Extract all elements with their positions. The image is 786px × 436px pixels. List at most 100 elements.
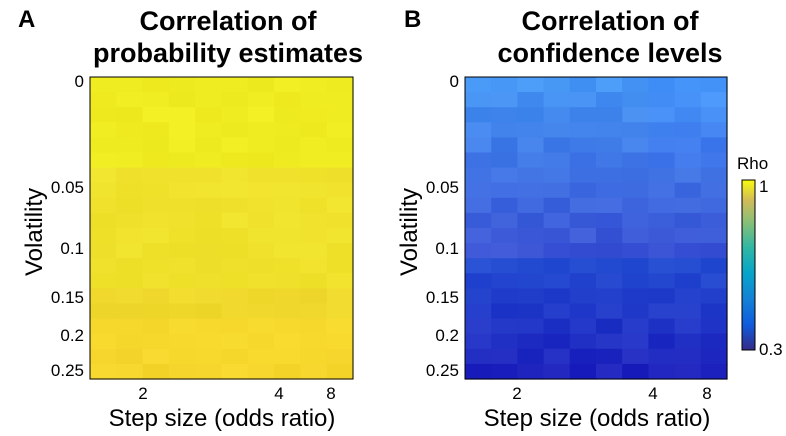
heatmap-cell [465,197,492,214]
colorbar-max-label: 1 [759,177,768,196]
heatmap-cell [700,288,728,305]
heatmap-cell [543,92,571,108]
heatmap-cell [326,182,354,199]
heatmap-cell [569,77,597,93]
heatmap-cell [274,348,301,365]
heatmap-cell [596,363,623,380]
heatmap-cell [326,137,354,154]
heatmap-cell [622,333,649,350]
heatmap-cell [221,288,249,305]
heatmap-cell [648,137,676,154]
heatmap-cell [674,182,702,199]
heatmap-cell [90,182,117,199]
heatmap-cell [648,197,676,214]
heatmap-cell [195,348,223,365]
heatmap-cell [274,152,301,169]
heatmap-cell [596,258,623,274]
heatmap-cell [221,273,249,289]
y-tick-label-a-5: 0.25 [51,361,84,380]
heatmap-cell [142,363,170,380]
heatmap-cell [491,77,518,93]
heatmap-cell [596,107,623,123]
heatmap-cell [543,182,571,199]
y-tick-label-b-1: 0.05 [426,178,459,197]
heatmap-cell [168,363,196,380]
heatmap-cell [491,318,518,335]
heatmap-cell [465,182,492,199]
heatmap-cell [142,303,170,320]
heatmap-cell [274,258,301,274]
heatmap-cell [569,212,597,229]
heatmap-cell [622,77,649,93]
heatmap-cell [90,152,117,169]
heatmap-cell [648,258,676,274]
heatmap-cell [168,258,196,274]
heatmap-cell [90,228,117,244]
heatmap-cell [90,318,117,335]
y-tick-label-a-3: 0.15 [51,288,84,307]
heatmap-cell [195,258,223,274]
heatmap-cell [142,167,170,184]
heatmap-cell [543,333,571,350]
heatmap-cell [674,258,702,274]
heatmap-cell [465,152,492,169]
heatmap-cell [700,318,728,335]
heatmap-cell [491,197,518,214]
heatmap-cell [168,122,196,138]
heatmap-cell [274,137,301,154]
heatmap-cell [700,167,728,184]
heatmap-cell [247,273,275,289]
heatmap-cell [300,333,328,350]
heatmap-cell [300,212,328,229]
heatmap-cell [90,197,117,214]
heatmap-cell [274,303,301,320]
heatmap-cell [596,152,623,169]
heatmap-cell [142,212,170,229]
heatmap-cell [168,243,196,259]
heatmap-cell [300,228,328,244]
heatmap-cell [116,92,144,108]
heatmap-cell [648,243,676,259]
heatmap-cell [648,182,676,199]
heatmap-cell [517,77,545,93]
heatmap-cell [116,243,144,259]
heatmap-cell [90,77,117,93]
heatmap-cell [247,167,275,184]
heatmap-cell [674,212,702,229]
heatmap-cell [221,92,249,108]
heatmap-cell [90,348,117,365]
heatmap-cell [168,182,196,199]
heatmap-cell [622,243,649,259]
heatmap-cell [648,107,676,123]
heatmap-cell [596,273,623,289]
heatmap-cell [90,212,117,229]
heatmap-cell [326,258,354,274]
y-tick-label-b-2: 0.1 [435,239,459,258]
heatmap-cell [491,122,518,138]
heatmap-cell [116,363,144,380]
heatmap-cell [596,92,623,108]
heatmap-cell [700,137,728,154]
x-tick-label-b-0: 2 [512,384,521,403]
heatmap-cell [90,243,117,259]
heatmap-cell [569,228,597,244]
heatmap-cell [247,363,275,380]
heatmap-cell [465,228,492,244]
heatmap-cell [142,348,170,365]
heatmap-cell [543,228,571,244]
x-tick-label-a-2: 8 [326,384,335,403]
heatmap-cell [116,258,144,274]
heatmap-cell [700,348,728,365]
heatmap-cell [517,212,545,229]
colorbar-gradient [741,179,756,351]
heatmap-cell [674,197,702,214]
heatmap-cell [168,348,196,365]
y-tick-label-a-0: 0 [75,72,84,91]
heatmap-cell [517,122,545,138]
heatmap-cell [274,288,301,305]
x-tick-label-a-0: 2 [138,384,147,403]
heatmap-cell [90,273,117,289]
heatmap-cell [116,137,144,154]
y-axis-label-b: Volatility [396,188,423,276]
heatmap-cell [622,228,649,244]
